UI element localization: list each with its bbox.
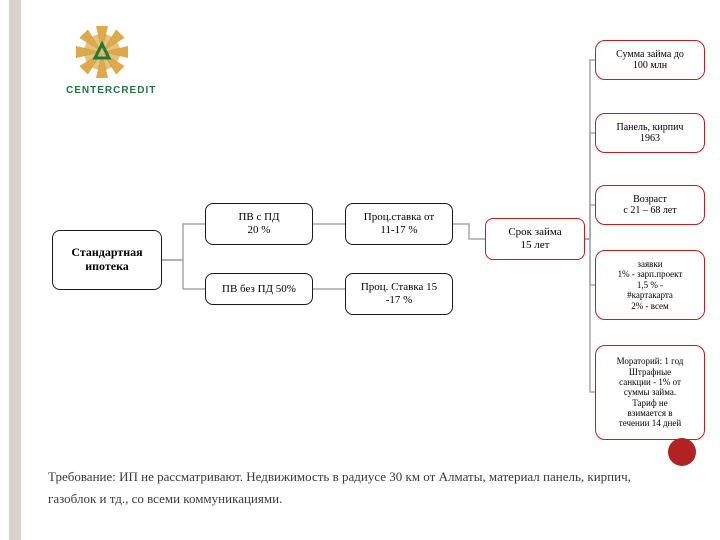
node-morat: Мораторий: 1 годШтрафныесанкции - 1% отс… [595, 345, 705, 440]
node-morat-line-4: Тариф не [632, 398, 667, 408]
node-fee-line-0: заявки [637, 259, 662, 269]
node-sum-line-1: 100 млн [633, 60, 667, 72]
node-rate2: Проц. Ставка 15-17 % [345, 273, 453, 315]
node-mat: Панель, кирпич1963 [595, 113, 705, 153]
node-pv_nopd: ПВ без ПД 50% [205, 273, 313, 305]
node-age-line-1: с 21 – 68 лет [623, 205, 676, 217]
node-morat-line-6: течении 14 дней [619, 418, 681, 428]
node-pv_pd-line-0: ПВ с ПД [238, 211, 279, 224]
node-rate1: Проц.ставка от11-17 % [345, 203, 453, 245]
node-sum: Сумма займа до100 млн [595, 40, 705, 80]
node-morat-line-1: Штрафные [629, 367, 671, 377]
node-sum-line-0: Сумма займа до [616, 49, 684, 61]
node-fee-line-1: 1% - зарп.проект [618, 269, 683, 279]
node-fee: заявки1% - зарп.проект1,5 % -#картакарта… [595, 250, 705, 320]
node-morat-line-3: суммы займа. [624, 387, 676, 397]
node-pv_pd-line-1: 20 % [248, 224, 271, 237]
node-term: Срок займа15 лет [485, 218, 585, 260]
node-mat-line-0: Панель, кирпич [617, 122, 684, 134]
node-fee-line-4: 2% - всем [631, 301, 669, 311]
node-root-line-1: ипотека [85, 260, 129, 274]
node-mat-line-1: 1963 [640, 133, 660, 145]
node-rate2-line-1: -17 % [386, 294, 413, 307]
node-rate1-line-1: 11-17 % [380, 224, 417, 237]
node-root-line-0: Стандартная [71, 246, 142, 260]
node-root: Стандартнаяипотека [52, 230, 162, 290]
node-morat-line-0: Мораторий: 1 год [617, 356, 684, 366]
node-morat-line-5: взимается в [628, 408, 673, 418]
node-pv_pd: ПВ с ПД20 % [205, 203, 313, 245]
node-fee-line-2: 1,5 % - [637, 280, 663, 290]
node-rate2-line-0: Проц. Ставка 15 [361, 281, 437, 294]
node-term-line-0: Срок займа [508, 226, 561, 239]
node-morat-line-2: санкции - 1% от [619, 377, 681, 387]
node-pv_nopd-line-0: ПВ без ПД 50% [222, 283, 296, 296]
footer-requirement: Требование: ИП не рассматривают. Недвижи… [48, 466, 660, 510]
accent-circle [668, 438, 696, 466]
node-age: Возрастс 21 – 68 лет [595, 185, 705, 225]
node-rate1-line-0: Проц.ставка от [364, 211, 434, 224]
node-term-line-1: 15 лет [521, 239, 550, 252]
node-age-line-0: Возраст [633, 194, 667, 206]
node-fee-line-3: #картакарта [627, 290, 673, 300]
